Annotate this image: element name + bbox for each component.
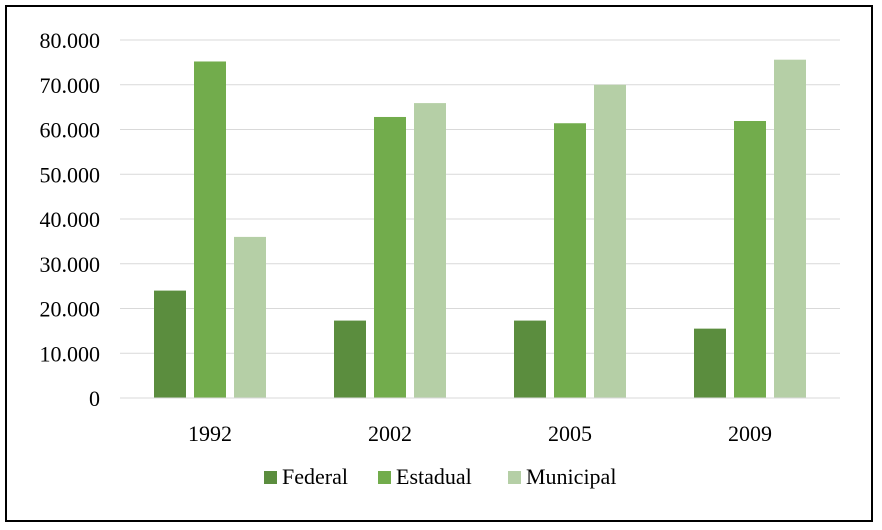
bars (154, 59, 806, 399)
legend-label-federal: Federal (282, 464, 348, 489)
x-tick-label: 1992 (188, 421, 232, 446)
bar-federal-2002 (334, 320, 366, 398)
bar-estadual-2009 (734, 120, 766, 398)
bar-federal-1992 (154, 290, 186, 398)
bar-municipal-2002 (414, 103, 446, 398)
bar-federal-2009 (694, 328, 726, 398)
y-tick-label: 60.000 (40, 118, 101, 143)
bar-estadual-1992 (194, 61, 226, 398)
y-tick-label: 80.000 (40, 28, 101, 53)
bar-estadual-2002 (374, 116, 406, 398)
y-tick-label: 0 (89, 386, 100, 411)
y-axis: 0 10.000 20.000 30.000 40.000 50.000 60.000 70.… (40, 28, 101, 411)
y-tick-label: 30.000 (40, 252, 101, 277)
y-tick-label: 50.000 (40, 162, 101, 187)
y-tick-label: 20.000 (40, 297, 101, 322)
legend-label-municipal: Municipal (526, 464, 616, 489)
y-tick-label: 70.000 (40, 73, 101, 98)
legend-swatch-municipal (508, 471, 521, 484)
legend-swatch-estadual (378, 471, 391, 484)
x-axis: 1992 2002 2005 2009 (120, 397, 840, 446)
y-tick-label: 10.000 (40, 341, 101, 366)
bar-estadual-2005 (554, 123, 586, 399)
bar-municipal-2005 (594, 84, 626, 398)
y-tick-label: 40.000 (40, 207, 101, 232)
bar-federal-2005 (514, 320, 546, 398)
bar-municipal-1992 (234, 236, 266, 398)
bar-municipal-2009 (774, 59, 806, 398)
legend-swatch-federal (264, 471, 277, 484)
x-tick-label: 2005 (548, 421, 592, 446)
legend-label-estadual: Estadual (396, 464, 472, 489)
legend: Federal Estadual Municipal (264, 464, 616, 489)
x-tick-label: 2009 (728, 421, 772, 446)
x-tick-label: 2002 (368, 421, 412, 446)
gridlines (120, 39, 840, 399)
